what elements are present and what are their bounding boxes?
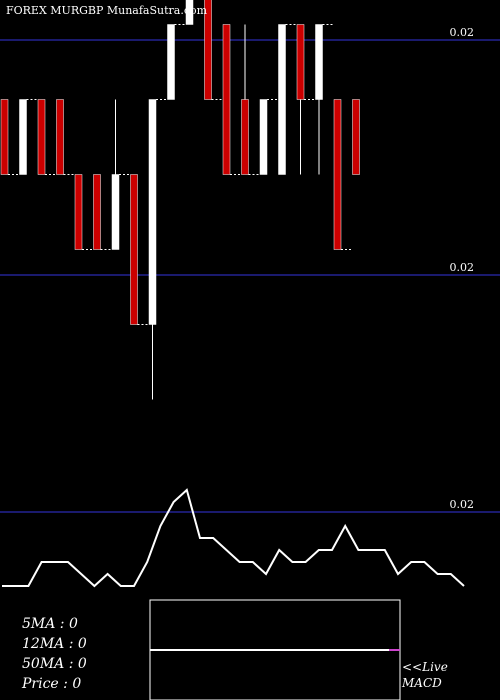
- candle-down: [222, 24, 231, 175]
- price-label-mid: 0.02: [450, 261, 475, 274]
- macd-label: MACD: [402, 676, 442, 690]
- candle-up: [167, 24, 175, 100]
- candle-down: [56, 99, 64, 175]
- candles-group: [0, 0, 360, 400]
- ma12-label: 12MA : 0: [22, 636, 87, 652]
- candle-up: [278, 24, 286, 175]
- candle-down: [130, 174, 138, 325]
- candle-up: [111, 174, 120, 250]
- macd-line: [2, 488, 465, 588]
- candle-up: [315, 24, 323, 100]
- candle-down: [74, 174, 83, 250]
- live-label: <<Live: [402, 660, 448, 674]
- candle-up: [19, 99, 27, 175]
- chart-title: FOREX MURGBP MunafaSutra.com: [6, 4, 208, 17]
- candle-up: [148, 99, 157, 325]
- candle-down: [333, 99, 342, 250]
- price-label-top: 0.02: [450, 26, 475, 39]
- candle-down: [93, 174, 101, 250]
- price-label-bottom: 0.02: [450, 498, 475, 511]
- candle-down: [296, 24, 305, 100]
- candle-down: [37, 99, 46, 175]
- candle-up: [259, 99, 268, 175]
- candle-down: [241, 99, 249, 175]
- candle-down: [352, 99, 360, 175]
- macd-group: [2, 488, 465, 588]
- price-label: Price : 0: [22, 676, 82, 692]
- candle-down: [204, 0, 212, 100]
- ma50-label: 50MA : 0: [22, 656, 87, 672]
- ma5-label: 5MA : 0: [22, 616, 78, 632]
- candle-down: [0, 99, 9, 175]
- candle-up: [185, 0, 194, 25]
